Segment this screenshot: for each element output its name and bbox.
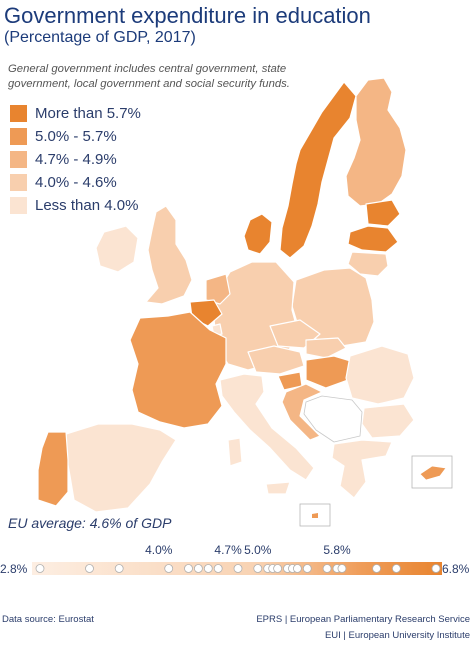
europe-map — [37, 77, 453, 527]
region-italy-sardinia — [227, 437, 243, 467]
page-subtitle: (Percentage of GDP, 2017) — [4, 29, 196, 46]
legend-item: 4.7% - 4.9% — [10, 148, 141, 171]
scale-point — [337, 564, 347, 573]
region-portugal — [37, 431, 69, 507]
scale-point — [292, 564, 302, 573]
region-france — [129, 311, 227, 429]
region-latvia — [347, 225, 399, 253]
region-bulgaria — [361, 403, 415, 439]
scale-point — [184, 564, 193, 573]
legend-swatch — [10, 174, 27, 191]
data-source: Data source: Eurostat — [2, 614, 94, 625]
region-finland — [345, 77, 407, 207]
scale-point — [372, 564, 382, 573]
legend-label: 4.7% - 4.9% — [35, 151, 117, 168]
legend-label: More than 5.7% — [35, 105, 141, 122]
org-credit-eui: EUI | European University Institute — [324, 630, 470, 641]
legend-label: Less than 4.0% — [35, 197, 139, 214]
scale-tick-label: 5.8% — [323, 543, 351, 557]
region-spain — [65, 423, 177, 513]
scale-point — [35, 564, 45, 573]
scale-point — [273, 564, 283, 573]
org-credit-eprs: EPRS | European Parliamentary Research S… — [256, 614, 470, 625]
scale-min-label: 2.8% — [0, 562, 28, 576]
distribution-scale: 2.8% 6.8% 4.0% 4.7% 5.0% 5.8% — [0, 543, 470, 576]
scale-point — [203, 564, 213, 573]
scale-tick-label: 4.7% — [214, 543, 242, 557]
scale-point — [233, 564, 243, 573]
region-estonia — [365, 199, 401, 227]
scale-point — [164, 564, 174, 573]
scale-point — [302, 564, 312, 573]
page-title: Government expenditure in education — [4, 3, 371, 28]
region-romania — [345, 345, 415, 405]
region-greece — [331, 439, 393, 499]
legend-swatch — [10, 197, 27, 214]
legend-item: Less than 4.0% — [10, 194, 141, 217]
scale-max-label: 6.8% — [442, 562, 470, 576]
legend-label: 4.0% - 4.6% — [35, 174, 117, 191]
legend-item: 4.0% - 4.6% — [10, 171, 141, 194]
region-cyprus — [419, 465, 447, 481]
scale-point — [114, 564, 124, 573]
legend-label: 5.0% - 5.7% — [35, 128, 117, 145]
region-austria — [247, 345, 305, 375]
map-legend: More than 5.7% 5.0% - 5.7% 4.7% - 4.9% 4… — [10, 102, 141, 217]
scale-point — [391, 564, 401, 573]
region-denmark — [243, 213, 273, 255]
scale-point — [213, 564, 223, 573]
scale-point — [431, 564, 441, 573]
region-balkans-other — [303, 395, 363, 443]
region-malta — [312, 513, 318, 518]
cyprus-inset-box — [411, 455, 453, 489]
scale-tick-label: 4.0% — [145, 543, 173, 557]
region-uk — [145, 205, 193, 305]
scale-point — [85, 564, 94, 573]
legend-item: More than 5.7% — [10, 102, 141, 125]
legend-swatch — [10, 105, 27, 122]
scale-point — [322, 564, 332, 573]
region-slovakia — [305, 337, 347, 359]
region-italy — [219, 373, 315, 481]
malta-inset-box — [299, 503, 331, 527]
legend-swatch — [10, 128, 27, 145]
eu-average-label: EU average: 4.6% of GDP — [8, 515, 172, 531]
legend-item: 5.0% - 5.7% — [10, 125, 141, 148]
scale-point — [193, 564, 203, 573]
region-italy-sicily — [265, 481, 291, 495]
legend-swatch — [10, 151, 27, 168]
region-netherlands — [205, 273, 231, 305]
footnote-text: General government includes central gove… — [8, 63, 290, 90]
scale-tick-label: 5.0% — [244, 543, 272, 557]
region-croatia — [281, 383, 323, 441]
region-lithuania — [347, 251, 389, 277]
region-sweden — [279, 81, 357, 259]
scale-point — [253, 564, 263, 573]
region-ireland — [95, 225, 139, 273]
